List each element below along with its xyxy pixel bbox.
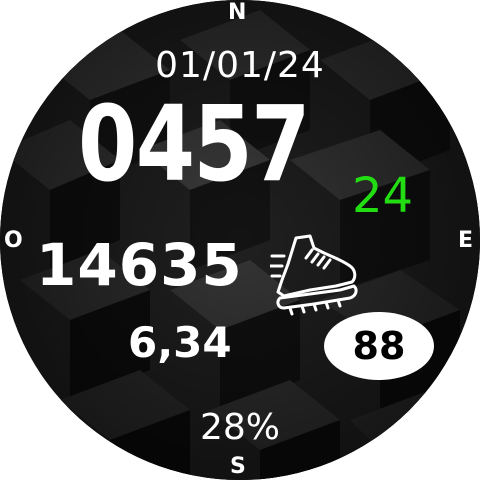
- time-display: 0457: [78, 83, 310, 205]
- seconds-display: 24: [352, 168, 414, 224]
- running-shoe-icon: [270, 234, 358, 316]
- compass-south: S: [230, 454, 246, 479]
- battery-level: 28%: [199, 407, 280, 448]
- compass-west: O: [4, 228, 23, 253]
- distance-value: 6,34: [128, 318, 232, 367]
- date-display: 01/01/24: [155, 45, 325, 86]
- heart-rate-value: 88: [352, 324, 406, 368]
- step-count: 14635: [36, 231, 243, 299]
- compass-east: E: [458, 228, 474, 253]
- heart-rate-badge: 88: [324, 312, 434, 380]
- compass-north: N: [228, 0, 247, 25]
